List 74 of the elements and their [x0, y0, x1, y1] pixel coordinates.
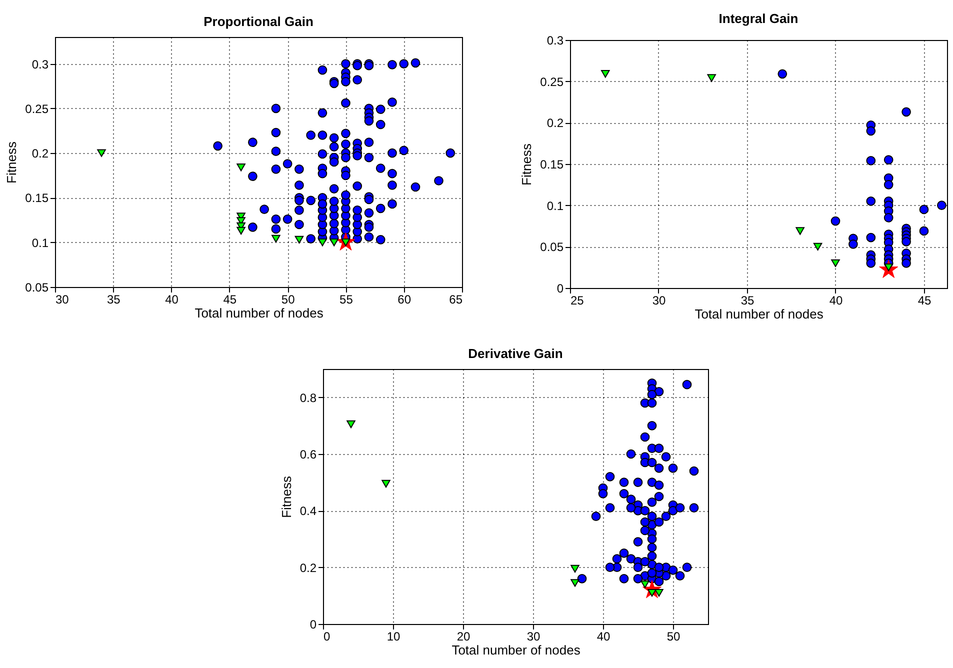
point — [884, 213, 894, 222]
y-tick-label: 0.2 — [32, 146, 49, 161]
y-axis-title: Fitness — [4, 141, 20, 184]
y-tick-label: 0.3 — [546, 34, 564, 48]
point — [796, 227, 804, 235]
point — [919, 204, 929, 214]
point — [902, 107, 911, 117]
x-tick-label: 40 — [596, 630, 610, 644]
point — [937, 200, 946, 210]
point — [640, 580, 650, 588]
point — [570, 579, 580, 587]
x-tick-label: 45 — [223, 292, 237, 306]
point — [382, 480, 390, 488]
point — [778, 69, 788, 79]
x-tick-label: 40 — [829, 294, 843, 308]
x-tick-label: 65 — [449, 292, 463, 306]
x-tick-label: 0 — [324, 630, 330, 644]
point — [884, 155, 894, 165]
point — [813, 242, 822, 251]
chart-title: Integral Gain — [718, 11, 798, 26]
x-tick-label: 10 — [386, 630, 400, 644]
x-tick-label: 30 — [56, 292, 70, 306]
point — [570, 564, 580, 573]
y-tick-label: 0.15 — [25, 191, 49, 206]
y-axis-title: Fitness — [278, 476, 294, 518]
point — [831, 259, 840, 268]
chart-title: Derivative Gain — [468, 346, 563, 361]
y-tick-label: 0.2 — [546, 116, 564, 130]
x-tick-label: 40 — [165, 292, 179, 306]
y-tick-label: 0.1 — [32, 236, 49, 250]
x-tick-label: 30 — [652, 294, 666, 308]
x-tick-label: 50 — [666, 630, 680, 644]
y-tick-label: 0.15 — [540, 158, 564, 172]
y-tick-label: 0.4 — [300, 504, 317, 518]
point — [884, 180, 894, 190]
y-tick-label: 0.05 — [540, 240, 564, 254]
y-tick-label: 0 — [310, 618, 317, 632]
y-tick-label: 0.2 — [300, 560, 317, 575]
y-tick-label: 0.05 — [25, 280, 49, 294]
point — [866, 156, 876, 166]
y-tick-label: 0.6 — [300, 448, 317, 462]
point — [866, 258, 876, 268]
point — [902, 258, 911, 268]
x-axis-title: Total number of nodes — [694, 306, 824, 322]
x-tick-label: 25 — [570, 294, 584, 308]
x-tick-label: 20 — [456, 630, 470, 644]
x-tick-label: 35 — [740, 294, 754, 308]
x-tick-label: 55 — [340, 292, 354, 306]
point — [654, 588, 664, 597]
point — [919, 226, 929, 236]
x-axis-title: Total number of nodes — [194, 306, 324, 320]
point — [346, 420, 356, 428]
x-tick-label: 45 — [918, 294, 932, 308]
point — [601, 70, 610, 78]
y-tick-label: 0.8 — [300, 390, 317, 405]
x-tick-label: 50 — [281, 292, 296, 306]
x-tick-label: 35 — [106, 292, 121, 306]
y-tick-label: 0 — [556, 282, 564, 296]
point — [902, 237, 911, 246]
x-tick-label: 30 — [526, 630, 540, 644]
point — [866, 196, 876, 206]
y-tick-label: 0.25 — [540, 74, 564, 89]
point — [830, 216, 840, 226]
point — [866, 232, 876, 242]
x-axis-title: Total number of nodes — [452, 642, 581, 658]
y-axis-title: Fitness — [519, 143, 534, 186]
chart-title: Proportional Gain — [204, 14, 314, 29]
y-tick-label: 0.1 — [546, 198, 564, 213]
point — [848, 240, 858, 249]
y-tick-label: 0.25 — [25, 102, 49, 116]
x-tick-label: 60 — [398, 292, 412, 306]
point — [866, 126, 876, 136]
y-tick-label: 0.3 — [32, 57, 49, 72]
point — [707, 74, 716, 82]
